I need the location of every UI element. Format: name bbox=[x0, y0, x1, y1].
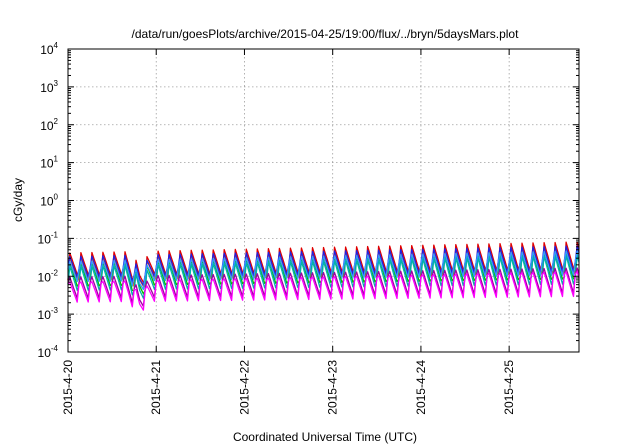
y-tick-label: 104 bbox=[40, 41, 58, 57]
y-tick-label: 103 bbox=[40, 79, 58, 95]
y-tick-label: 102 bbox=[40, 117, 58, 133]
y-tick-label: 10-1 bbox=[38, 230, 59, 246]
y-tick-label: 101 bbox=[40, 155, 58, 171]
x-tick-label: 2015-4-20 bbox=[61, 360, 75, 415]
chart-title: /data/run/goesPlots/archive/2015-04-25/1… bbox=[132, 27, 520, 41]
x-tick-label: 2015-4-25 bbox=[502, 360, 516, 415]
x-tick-labels: 2015-4-20 2015-4-21 2015-4-22 2015-4-23 2015… bbox=[61, 360, 516, 415]
y-tick-label: 10-4 bbox=[38, 344, 59, 360]
y-tick-label: 10-2 bbox=[38, 268, 59, 284]
x-tick-label: 2015-4-21 bbox=[149, 360, 163, 415]
series-line bbox=[67, 245, 580, 287]
y-axis-label: cGy/day bbox=[11, 178, 25, 222]
grid bbox=[68, 49, 579, 352]
x-tick-label: 2015-4-23 bbox=[326, 360, 340, 415]
y-tick-labels: 104 103 102 101 100 10-1 10-2 10-3 10-4 bbox=[38, 41, 59, 360]
series-line bbox=[67, 254, 580, 299]
series-layer bbox=[67, 241, 580, 311]
x-tick-label: 2015-4-22 bbox=[237, 360, 251, 415]
series-line bbox=[67, 267, 580, 307]
series-line bbox=[67, 250, 580, 291]
x-tick-label: 2015-4-24 bbox=[414, 360, 428, 415]
series-line bbox=[67, 271, 580, 311]
y-tick-label: 100 bbox=[40, 193, 58, 209]
y-tick-label: 10-3 bbox=[38, 306, 59, 322]
series-line bbox=[67, 241, 580, 287]
axis-ticks bbox=[67, 48, 579, 353]
x-axis-label: Coordinated Universal Time (UTC) bbox=[233, 430, 417, 444]
